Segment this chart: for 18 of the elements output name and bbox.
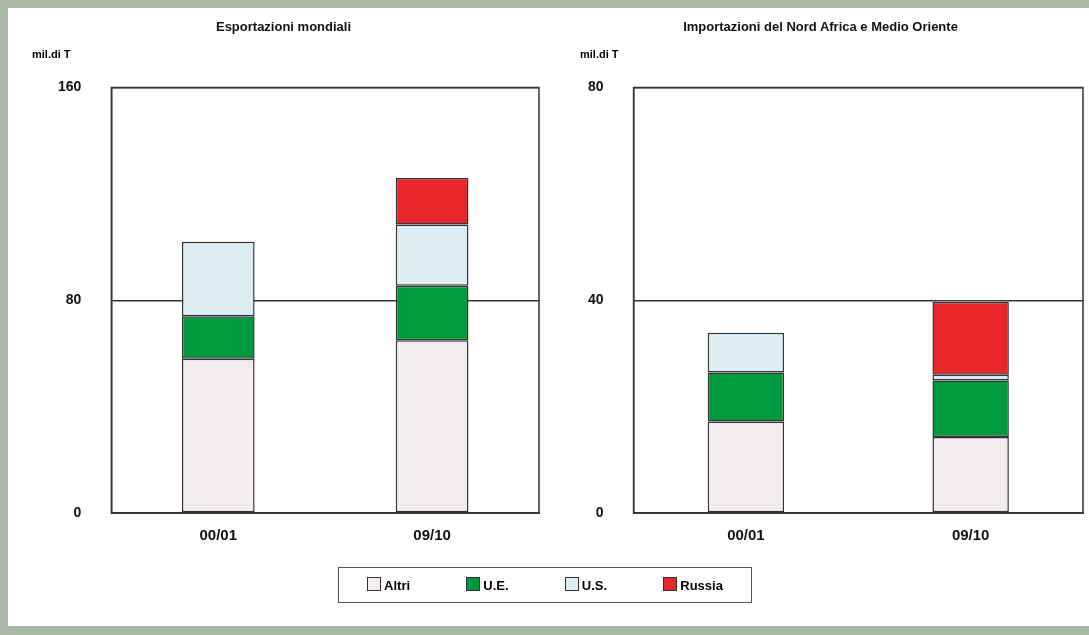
- y-tick-label: 80: [587, 78, 604, 95]
- y-tick-label: 160: [58, 78, 82, 95]
- legend-label: U.E.: [482, 577, 509, 593]
- chart-title: Importazioni del Nord Africa e Medio Oriente: [683, 19, 958, 35]
- legend-label: U.S.: [580, 577, 608, 593]
- chart-title: Esportazioni mondiali: [215, 19, 352, 35]
- x-tick-label: 00/01: [727, 526, 765, 544]
- y-tick-label: 0: [73, 503, 82, 520]
- x-tick-label: 09/10: [413, 526, 451, 544]
- x-tick-label: 09/10: [951, 526, 990, 544]
- x-tick-label: 00/01: [199, 526, 238, 544]
- y-tick-label: 80: [65, 291, 82, 308]
- y-axis-title: mil.di T: [32, 48, 71, 60]
- y-tick-label: 0: [595, 503, 604, 520]
- y-axis-title: mil.di T: [580, 48, 619, 60]
- y-tick-label: 40: [587, 291, 604, 308]
- legend-label: Altri: [383, 577, 411, 593]
- legend-label: Russia: [679, 577, 723, 593]
